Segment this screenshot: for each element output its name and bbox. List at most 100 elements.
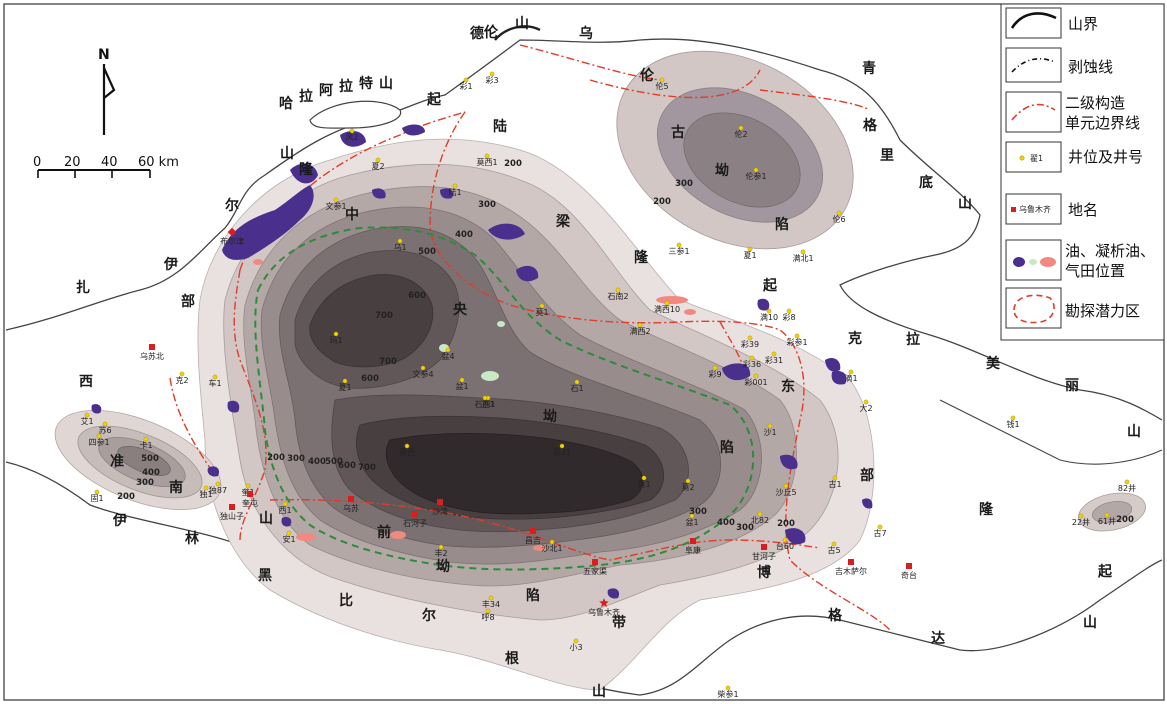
well-marker[interactable]: 彩39 (741, 335, 759, 349)
well-marker[interactable]: 彩36 (743, 355, 761, 369)
place-marker[interactable]: 奇台 (901, 563, 917, 580)
well-marker[interactable]: 四参1 (88, 433, 110, 447)
well-marker[interactable]: 莫西 (399, 443, 415, 457)
well-marker[interactable]: 陆1 (448, 183, 462, 197)
legend-label-erosion: 剥蚀线 (1068, 58, 1113, 76)
place-marker[interactable]: 乌苏北 (140, 344, 164, 361)
well-marker[interactable]: 彩9 (708, 365, 722, 379)
well-marker[interactable]: 伦2 (734, 125, 748, 139)
contour-label: 300 (136, 478, 154, 488)
well-dot-icon (445, 347, 451, 353)
well-marker[interactable]: 彩8 (782, 308, 796, 322)
well-marker[interactable]: 莫1 (535, 303, 549, 317)
place-marker[interactable]: 乌苏 (343, 496, 359, 513)
well-marker[interactable]: 彩001 (744, 373, 768, 387)
well-dot-icon (375, 157, 381, 163)
well-marker[interactable]: 莫1 (637, 475, 651, 489)
well-marker[interactable]: 文参1 (325, 197, 347, 211)
well-marker[interactable]: 乌1 (393, 238, 407, 252)
well-marker[interactable]: 独1 (199, 485, 213, 499)
well-marker[interactable]: 伦5 (655, 77, 669, 91)
well-marker[interactable]: 西1 (278, 501, 292, 515)
well-marker[interactable]: 沙北1 (541, 539, 563, 553)
well-marker[interactable]: 伦参1 (745, 167, 767, 181)
contour-label: 600 (408, 291, 426, 301)
well-dot-icon (94, 489, 100, 495)
place-marker[interactable]: 沙湾 (432, 499, 448, 516)
well-marker[interactable]: 柴参1 (717, 685, 739, 699)
oil-field (757, 298, 770, 311)
well-marker[interactable]: 82井 (1118, 479, 1136, 493)
place-marker[interactable]: 乌鲁木齐 (588, 598, 620, 617)
well-marker[interactable]: 台60 (776, 537, 794, 551)
well-marker[interactable]: 古1 (828, 475, 842, 489)
place-square-icon (906, 563, 912, 569)
place-marker[interactable]: 独山子 (220, 504, 244, 521)
place-marker[interactable]: 布尔津 (220, 227, 244, 246)
well-marker[interactable]: 固1 (90, 489, 104, 503)
well-marker[interactable]: 大2 (859, 399, 873, 413)
well-marker[interactable]: 三参1 (668, 242, 690, 256)
well-marker[interactable]: 满北1 (792, 249, 814, 263)
well-dot-icon (102, 421, 108, 427)
well-marker[interactable]: 克2 (175, 371, 189, 385)
well-marker[interactable]: 车1 (208, 374, 222, 388)
well-marker[interactable]: 石1 (570, 379, 584, 393)
well-marker[interactable]: 丰34 (482, 595, 500, 609)
well-marker[interactable]: 石西1 (474, 395, 496, 409)
erosion-line-icon (1011, 58, 1056, 73)
well-marker[interactable]: 彩参1 (786, 333, 808, 347)
place-marker[interactable]: 石河子 (403, 511, 427, 528)
well-marker[interactable]: 61井 (1098, 512, 1116, 526)
well-marker[interactable]: 盆1 (455, 377, 469, 391)
well-marker[interactable]: 满10 (760, 308, 778, 322)
place-marker[interactable]: 昌吉 (525, 528, 541, 545)
well-marker[interactable]: 彩3 (485, 71, 499, 85)
well-marker[interactable]: 石南2 (607, 287, 629, 301)
place-marker[interactable]: 吉木萨尔 (835, 559, 867, 576)
well-marker[interactable]: 22井 (1072, 513, 1090, 527)
well-marker[interactable]: 丰2 (434, 544, 448, 558)
place-square-icon (348, 496, 354, 502)
well-marker[interactable]: 艾1 (80, 412, 94, 426)
well-marker[interactable]: 莫2 (681, 478, 695, 492)
well-marker[interactable]: 伦6 (832, 210, 846, 224)
well-marker[interactable]: 安1 (282, 530, 296, 544)
well-marker[interactable]: 钱1 (1006, 415, 1020, 429)
well-marker[interactable]: 卡1 (139, 436, 153, 450)
well-label: 克2 (175, 376, 188, 385)
well-marker[interactable]: 小3 (569, 638, 583, 652)
well-marker[interactable]: 滴1 (844, 369, 858, 383)
well-marker[interactable]: 沙丘5 (775, 483, 797, 497)
well-marker[interactable]: 风2 (345, 128, 359, 142)
well-marker[interactable]: 莫21 (553, 443, 571, 457)
well-marker[interactable]: 盆1 (685, 513, 699, 527)
well-marker[interactable]: 夏1 (338, 378, 352, 392)
well-marker[interactable]: 苏6 (98, 421, 112, 435)
well-marker[interactable]: 彩31 (765, 351, 783, 365)
well-marker[interactable]: 玛1 (329, 331, 343, 345)
well-marker[interactable]: 彩1 (459, 77, 473, 91)
oil-field (488, 223, 525, 240)
well-marker[interactable]: 满西10 (654, 300, 680, 314)
well-marker[interactable]: 古5 (827, 541, 841, 555)
well-marker[interactable]: 呼8 (481, 608, 495, 622)
place-marker[interactable]: 奎屯 (242, 491, 258, 508)
well-marker[interactable]: 北82 (751, 511, 769, 525)
well-marker[interactable]: 盆4 (441, 347, 455, 361)
well-marker[interactable]: 古7 (873, 524, 887, 538)
well-marker[interactable]: 独87 (209, 481, 227, 495)
place-marker[interactable]: 阜康 (685, 538, 701, 555)
region-label: 陷 (775, 216, 789, 233)
well-dot-icon (725, 685, 731, 691)
well-marker[interactable]: 夏1 (743, 246, 757, 260)
well-marker[interactable]: 沙1 (763, 423, 777, 437)
well-marker[interactable]: 满西2 (629, 322, 651, 336)
well-marker[interactable]: 莫西1 (476, 153, 498, 167)
well-marker[interactable]: 文参4 (412, 365, 434, 379)
well-marker[interactable]: 夏2 (371, 157, 385, 171)
place-marker[interactable]: 五家渠 (583, 559, 607, 576)
well-dot-icon (749, 355, 755, 361)
lake-outline (309, 100, 402, 129)
place-marker[interactable]: 甘河子 (752, 544, 776, 561)
